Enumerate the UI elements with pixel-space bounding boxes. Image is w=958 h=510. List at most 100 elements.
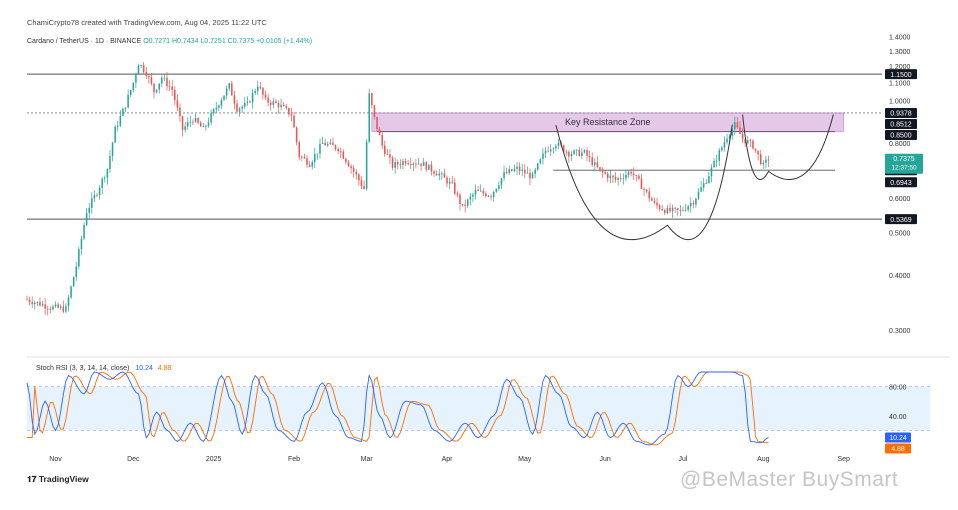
stoch-axis-tick-label: 40.00 <box>889 414 907 421</box>
candle <box>529 168 531 186</box>
candle <box>189 115 192 128</box>
candle <box>316 153 319 160</box>
candle-body <box>531 173 534 179</box>
candle <box>643 187 645 197</box>
candle <box>687 204 689 213</box>
candle-body <box>288 107 290 115</box>
time-axis-tick-label: May <box>518 456 532 463</box>
candle <box>355 169 358 180</box>
candle-body <box>749 140 752 142</box>
candle <box>119 110 122 128</box>
candle <box>653 197 656 205</box>
candle-body <box>658 205 661 209</box>
candle <box>435 170 438 176</box>
candle-body <box>386 154 389 155</box>
candle <box>581 148 583 159</box>
time-axis-tick-label: Dec <box>127 456 140 463</box>
candle <box>249 100 251 104</box>
candle-body <box>140 65 142 67</box>
candle <box>433 169 435 177</box>
candle-body <box>632 173 635 176</box>
candle <box>142 62 145 75</box>
price-axis-tick-label: 0.3000 <box>889 328 911 335</box>
candle-body <box>619 177 622 179</box>
candle <box>765 155 767 169</box>
candle-body <box>684 209 687 211</box>
candle <box>606 171 609 183</box>
cup-curve <box>555 124 733 241</box>
candle <box>565 149 568 156</box>
candle <box>96 192 98 198</box>
candle <box>101 176 103 195</box>
candle <box>710 164 713 183</box>
candle <box>319 138 321 159</box>
candle <box>210 109 212 126</box>
candle <box>324 138 326 146</box>
handle-curve <box>742 114 834 181</box>
price-axis-tick-label: 1.1000 <box>889 81 911 88</box>
candle-body <box>492 191 495 198</box>
candle-body <box>622 178 625 180</box>
candle-body <box>308 164 311 167</box>
candle-body <box>329 142 332 144</box>
candle-body <box>415 163 417 165</box>
tradingview-logo-icon: 𝟏𝟕 <box>27 474 39 484</box>
candle <box>389 149 391 164</box>
candle-body <box>599 167 601 170</box>
candle <box>352 164 355 178</box>
candle <box>57 302 59 309</box>
candle-body <box>485 193 487 197</box>
candle <box>104 175 106 183</box>
candle <box>508 165 511 175</box>
candle <box>70 285 72 299</box>
stoch-k-value: 10.24 <box>135 365 153 372</box>
candle-body <box>661 208 663 211</box>
candle-body <box>643 189 645 190</box>
stoch-k-line <box>26 371 769 446</box>
candle-body <box>231 83 233 96</box>
candle-body <box>153 83 155 93</box>
candle-body <box>482 190 485 194</box>
candle-body <box>529 172 531 179</box>
candle <box>490 194 492 201</box>
price-level-badge-text: 0.8500 <box>890 133 912 140</box>
candle-body <box>614 177 617 180</box>
candle-body <box>83 225 85 239</box>
candle-body <box>428 164 430 170</box>
candle <box>715 154 718 167</box>
price-level-badge <box>885 118 917 129</box>
candle <box>381 132 383 150</box>
candle-body <box>762 162 765 164</box>
price-level-badge-text: 0.9378 <box>890 111 912 118</box>
candle <box>557 138 560 150</box>
candle-body <box>612 175 614 178</box>
candle-body <box>381 135 383 146</box>
symbol-legend: Cardano / TetherUS · 1D · BINANCE O0.727… <box>27 38 312 45</box>
candle-body <box>495 188 498 192</box>
candle <box>586 147 588 162</box>
candle-body <box>150 77 153 84</box>
candle <box>378 127 381 136</box>
candle-body <box>316 153 319 155</box>
candle-body <box>664 210 666 214</box>
candle <box>202 122 205 128</box>
candle-body <box>456 193 459 195</box>
candle-body <box>464 204 466 206</box>
candle <box>625 169 627 182</box>
candle <box>640 173 643 190</box>
candle <box>215 101 218 114</box>
candle-body <box>534 169 536 174</box>
candle <box>329 138 332 145</box>
candle <box>168 80 171 92</box>
candle <box>676 207 679 216</box>
candle-body <box>581 152 583 156</box>
candle <box>723 136 726 152</box>
candle-body <box>638 175 640 179</box>
chart-attribution: ChamiCrypto78 created with TradingView.c… <box>27 18 267 27</box>
time-axis-tick-label: Jun <box>600 456 611 463</box>
candle <box>658 203 661 212</box>
candle-body <box>104 177 106 179</box>
candle <box>347 159 350 167</box>
